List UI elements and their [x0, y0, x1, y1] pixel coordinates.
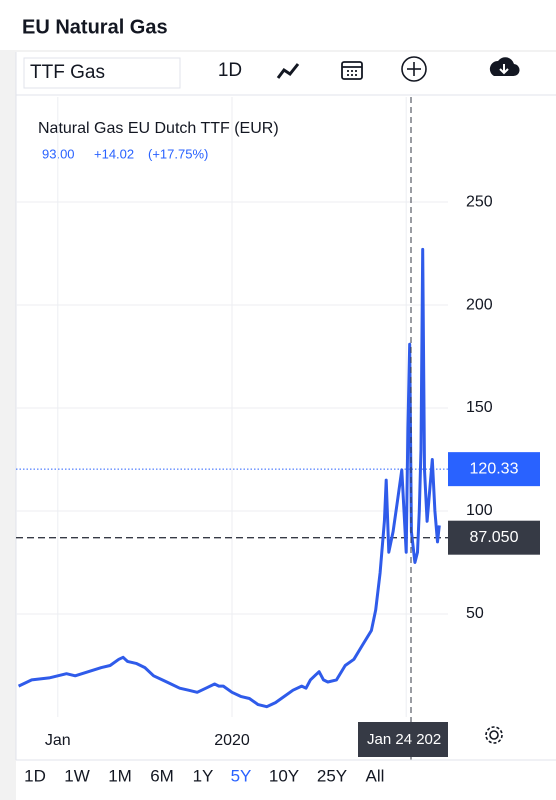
page-title: EU Natural Gas — [22, 16, 168, 38]
price-label: 120.33 — [470, 460, 519, 477]
download-icon[interactable] — [489, 57, 520, 77]
chart-panel — [16, 52, 556, 800]
timeframe-button[interactable]: 1D — [24, 766, 46, 785]
interval-button[interactable]: 1D — [218, 60, 242, 81]
price-label-box — [448, 520, 540, 555]
axis-corner — [448, 720, 556, 760]
timeframe-button[interactable]: 5Y — [231, 766, 252, 785]
x-tick-label: 2020 — [214, 732, 250, 749]
y-tick-label: 150 — [466, 399, 493, 416]
plot: 50 100 150 200 250 Jan 2020 120.33 87.050 — [16, 97, 540, 749]
price-label: 87.050 — [470, 529, 519, 546]
timeframe-button[interactable]: 1W — [64, 766, 90, 785]
price-line-series — [17, 247, 441, 709]
timeframe-button[interactable]: 1M — [108, 766, 132, 785]
y-tick-label: 100 — [466, 502, 493, 519]
crosshair-date: Jan 24 202 — [367, 731, 441, 748]
header-bar — [0, 0, 556, 50]
calendar-icon[interactable] — [341, 61, 363, 80]
legend-title: Natural Gas EU Dutch TTF (EUR) — [38, 120, 279, 137]
crosshair-date-box — [358, 722, 448, 757]
timeframe-bar: 1D 1W 1M 6M 1Y 5Y 10Y 25Y All — [24, 766, 384, 785]
timeframe-button[interactable]: 6M — [150, 766, 174, 785]
add-indicator-icon[interactable] — [401, 56, 427, 82]
y-tick-label: 200 — [466, 296, 493, 313]
y-tick-label: 250 — [466, 193, 493, 210]
legend-change: +14.02 — [94, 146, 134, 161]
timeframe-button[interactable]: 1Y — [193, 766, 214, 785]
symbol-text: TTF Gas — [30, 62, 105, 83]
settings-icon[interactable] — [485, 726, 503, 744]
y-tick-label: 50 — [466, 605, 484, 622]
timeframe-button[interactable]: 25Y — [317, 766, 347, 785]
x-tick-label: Jan — [45, 732, 71, 749]
timeframe-button[interactable]: All — [366, 766, 385, 785]
legend-change-pct: (+17.75%) — [148, 146, 208, 161]
chart-type-icon[interactable] — [276, 63, 300, 79]
symbol-input[interactable] — [23, 57, 181, 89]
price-label-box — [448, 452, 540, 487]
timeframe-button[interactable]: 10Y — [269, 766, 299, 785]
